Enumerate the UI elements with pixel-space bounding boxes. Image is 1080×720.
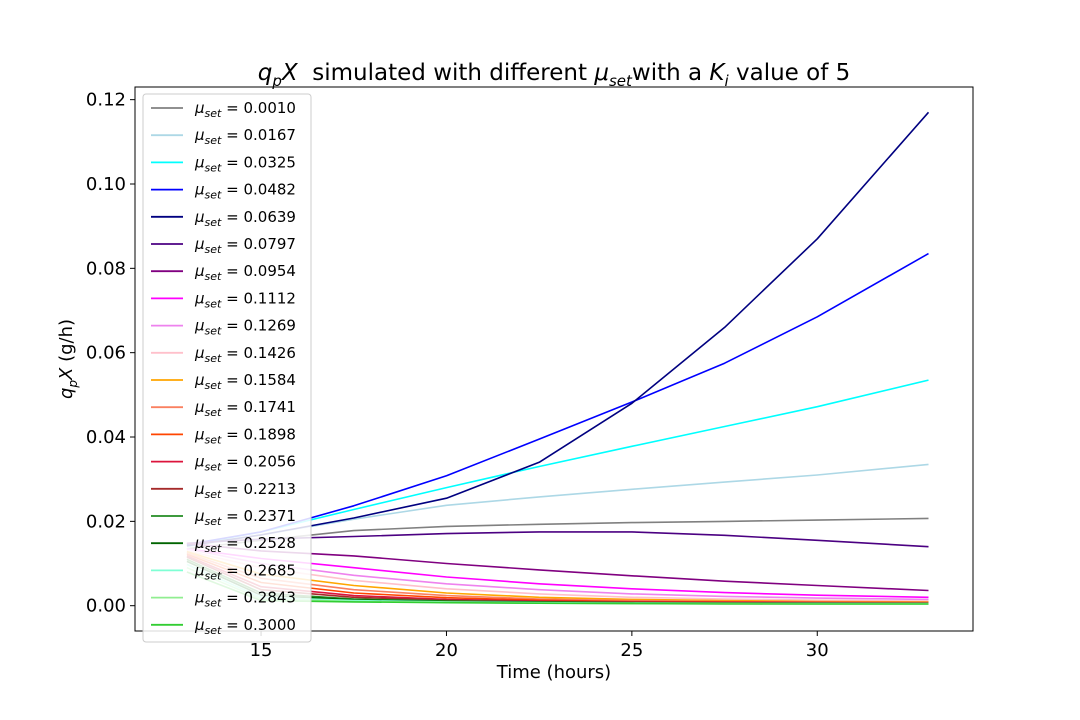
ylabel-x: X <box>56 367 77 381</box>
legend-label: μset = 0.0482 <box>194 181 296 202</box>
title-mu-subscript: set <box>609 72 633 90</box>
x-tick-label: 25 <box>620 640 643 661</box>
title-q: q <box>258 60 273 86</box>
legend-label: μset = 0.1426 <box>194 344 296 365</box>
ylabel-unit: (g/h) <box>56 319 77 368</box>
y-tick-label: 0.02 <box>86 511 126 532</box>
y-axis-label: qpX (g/h) <box>56 319 80 399</box>
legend-label: μset = 0.0797 <box>194 235 296 256</box>
y-tick-label: 0.04 <box>86 427 126 448</box>
legend-label: μset = 0.1741 <box>194 398 296 419</box>
x-axis-ticks: 15 20 25 30 <box>250 631 829 661</box>
chart-title: qpX simulated with different μsetwith a … <box>258 60 850 90</box>
y-axis-ticks: 0.00 0.02 0.04 0.06 0.08 0.10 0.12 <box>86 90 135 617</box>
x-tick-label: 15 <box>250 640 273 661</box>
legend-label: μset = 0.2685 <box>194 561 296 582</box>
legend-label: μset = 0.2371 <box>194 507 296 528</box>
title-k-subscript: i <box>725 72 730 90</box>
legend-label: μset = 0.2056 <box>194 453 296 474</box>
title-text-2: with a <box>632 60 710 86</box>
legend-label: μset = 0.0954 <box>194 262 296 283</box>
legend: μset = 0.0010 μset = 0.0167 μset = 0.0325 μ… <box>142 93 312 643</box>
legend-label: μset = 0.2843 <box>194 589 296 610</box>
x-axis-label: Time (hours) <box>496 662 611 683</box>
title-x: X <box>281 60 299 86</box>
legend-label: μset = 0.1898 <box>194 425 296 446</box>
legend-box <box>142 93 312 643</box>
title-mu: μ <box>593 60 609 86</box>
y-tick-label: 0.00 <box>86 596 126 617</box>
legend-label: μset = 0.1584 <box>194 371 296 392</box>
ylabel-q: q <box>56 388 77 399</box>
ylabel-q-subscript: p <box>66 380 80 389</box>
legend-label: μset = 0.2528 <box>194 534 296 555</box>
y-tick-label: 0.06 <box>86 343 126 364</box>
x-tick-label: 30 <box>806 640 829 661</box>
legend-label: μset = 0.0010 <box>194 99 296 120</box>
x-tick-label: 20 <box>435 640 458 661</box>
y-tick-label: 0.10 <box>86 174 126 195</box>
title-text-1: simulated with different <box>298 60 595 86</box>
legend-label: μset = 0.3000 <box>194 616 296 637</box>
axes-frame <box>134 86 974 632</box>
title-k: K <box>709 60 726 86</box>
legend-label: μset = 0.0639 <box>194 208 296 229</box>
y-tick-label: 0.12 <box>86 90 126 111</box>
legend-label: μset = 0.1112 <box>194 289 296 310</box>
title-text-3: value of 5 <box>729 60 851 86</box>
legend-label: μset = 0.0167 <box>194 126 296 147</box>
legend-label: μset = 0.0325 <box>194 153 296 174</box>
legend-label: μset = 0.2213 <box>194 480 296 501</box>
title-q-subscript: p <box>271 72 282 90</box>
y-tick-label: 0.08 <box>86 258 126 279</box>
legend-label: μset = 0.1269 <box>194 317 296 338</box>
